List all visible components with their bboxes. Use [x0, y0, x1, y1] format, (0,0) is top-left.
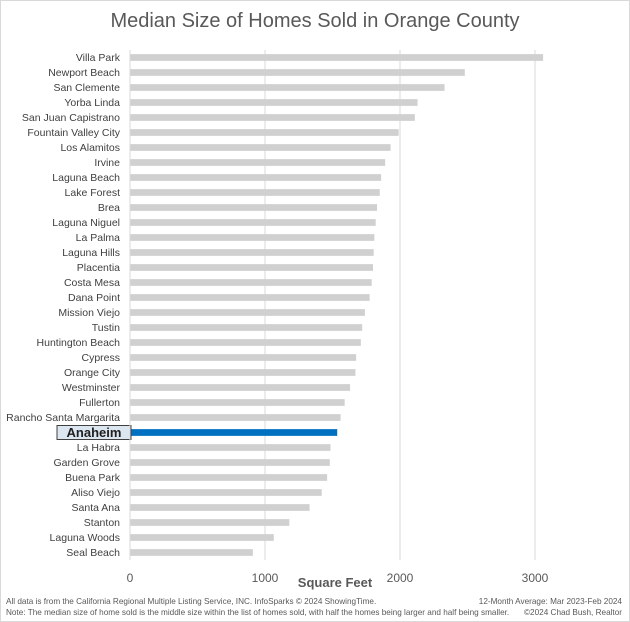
category-label: Costa Mesa — [64, 277, 120, 289]
bar — [130, 114, 415, 121]
x-tick-label: 2000 — [387, 571, 414, 585]
bar — [130, 459, 330, 466]
category-label: Laguna Woods — [50, 532, 120, 544]
bar — [130, 399, 345, 406]
bar — [130, 384, 351, 391]
bar — [130, 84, 445, 91]
category-label: Brea — [98, 202, 120, 214]
category-label: Aliso Viejo — [71, 487, 120, 499]
bar — [130, 549, 253, 556]
bar — [130, 324, 363, 331]
bar — [130, 474, 328, 481]
bar — [130, 444, 331, 451]
bar — [130, 264, 373, 271]
category-label: Laguna Hills — [62, 247, 120, 259]
x-tick-label: 1000 — [252, 571, 279, 585]
category-label: Los Alamitos — [60, 142, 120, 154]
category-label: Villa Park — [76, 52, 121, 64]
bar — [130, 414, 341, 421]
bar — [130, 69, 465, 76]
period-note: 12-Month Average: Mar 2023-Feb 2024 — [478, 597, 622, 606]
bar — [130, 99, 418, 106]
bar — [130, 519, 290, 526]
category-label: Rancho Santa Margarita — [6, 412, 120, 424]
credit-note: ©2024 Chad Bush, Realtor — [524, 608, 622, 617]
category-label: Buena Park — [65, 472, 121, 484]
category-label: Santa Ana — [72, 502, 121, 514]
bar — [130, 369, 356, 376]
category-label: Newport Beach — [48, 67, 120, 79]
bar — [130, 339, 361, 346]
category-label: Seal Beach — [66, 547, 120, 559]
bar — [130, 144, 391, 151]
category-label: Fullerton — [79, 397, 120, 409]
category-label-highlighted: Anaheim — [67, 425, 122, 440]
bar — [130, 219, 376, 226]
bar — [130, 129, 399, 136]
category-label: Fountain Valley City — [27, 127, 120, 139]
bar — [130, 504, 310, 511]
bar — [130, 279, 372, 286]
highlight-label-box — [56, 425, 132, 440]
bar — [130, 189, 380, 196]
bar — [130, 159, 386, 166]
category-label: Mission Viejo — [58, 307, 120, 319]
bar — [130, 204, 378, 211]
bar — [130, 249, 374, 256]
category-label: San Juan Capistrano — [22, 112, 120, 124]
category-label: Orange City — [64, 367, 121, 379]
bar — [130, 534, 274, 541]
category-label: La Palma — [76, 232, 121, 244]
category-label: Irvine — [94, 157, 120, 169]
source-note: All data is from the California Regional… — [6, 597, 377, 606]
category-label: Dana Point — [68, 292, 120, 304]
x-tick-label: 0 — [127, 571, 134, 585]
category-label: Tustin — [92, 322, 120, 334]
category-label: Huntington Beach — [37, 337, 121, 349]
category-label: Yorba Linda — [64, 97, 120, 109]
bar — [130, 54, 544, 61]
category-label: Westminster — [62, 382, 121, 394]
highlighted-bar — [130, 429, 338, 436]
bar — [130, 309, 365, 316]
x-tick-label: 3000 — [522, 571, 549, 585]
category-label: Lake Forest — [65, 187, 121, 199]
category-label: Cypress — [81, 352, 120, 364]
category-label: Laguna Beach — [52, 172, 120, 184]
category-label: San Clemente — [53, 82, 120, 94]
category-label: Laguna Niguel — [52, 217, 120, 229]
category-label: Garden Grove — [53, 457, 120, 469]
bar — [130, 234, 375, 241]
bar — [130, 174, 382, 181]
chart-title: Median Size of Homes Sold in Orange Coun… — [110, 10, 520, 32]
category-label: La Habra — [77, 442, 120, 454]
bar — [130, 294, 370, 301]
bar — [130, 354, 357, 361]
category-label: Placentia — [77, 262, 120, 274]
bar — [130, 489, 322, 496]
x-axis-title: Square Feet — [298, 575, 373, 590]
definition-note: Note: The median size of home sold is th… — [6, 608, 510, 617]
category-label: Stanton — [84, 517, 120, 529]
